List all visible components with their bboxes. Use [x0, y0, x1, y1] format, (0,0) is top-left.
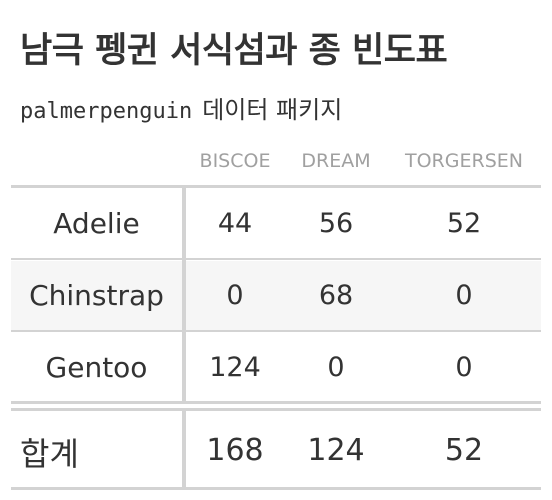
subtitle-package-name: palmerpenguin [20, 99, 193, 124]
cell-chinstrap-torgersen: 0 [455, 280, 473, 311]
cell-gentoo-torgersen: 0 [455, 352, 473, 383]
summary-torgersen: 52 [444, 433, 484, 468]
summary-row-label: 합계 [20, 435, 79, 473]
striped-row-background [11, 261, 541, 330]
header-rule [11, 185, 541, 188]
stub-separator [182, 188, 186, 401]
column-header-dream: DREAM [301, 150, 371, 172]
cell-adelie-dream: 56 [318, 208, 354, 239]
row-label-gentoo: Gentoo [45, 351, 148, 384]
cell-chinstrap-biscoe: 0 [226, 280, 244, 311]
column-header-biscoe: BISCOE [199, 150, 271, 172]
table-subtitle: palmerpenguin 데이터 패키지 [20, 90, 342, 125]
row-label-chinstrap: Chinstrap [29, 279, 164, 312]
stub-separator-summary [182, 411, 186, 487]
table-bottom-rule [11, 487, 541, 490]
summary-rule-top [11, 401, 541, 404]
cell-adelie-biscoe: 44 [217, 208, 253, 239]
column-header-torgersen: TORGERSEN [405, 150, 523, 172]
row-divider [11, 258, 541, 260]
summary-biscoe: 168 [206, 433, 264, 468]
row-divider [11, 330, 541, 332]
cell-gentoo-dream: 0 [327, 352, 345, 383]
cell-gentoo-biscoe: 124 [209, 352, 261, 383]
summary-dream: 124 [307, 433, 365, 468]
row-label-adelie: Adelie [53, 207, 140, 240]
cell-chinstrap-dream: 68 [318, 280, 354, 311]
table-title: 남극 펭귄 서식섬과 종 빈도표 [20, 31, 448, 71]
subtitle-text: 데이터 패키지 [202, 96, 343, 124]
cell-adelie-torgersen: 52 [446, 208, 482, 239]
summary-rule-bottom [11, 408, 541, 411]
